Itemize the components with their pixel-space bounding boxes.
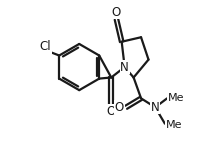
Text: O: O bbox=[106, 105, 115, 118]
Text: N: N bbox=[151, 101, 159, 114]
Text: Me: Me bbox=[166, 120, 182, 130]
Text: Me: Me bbox=[168, 93, 184, 103]
Text: Cl: Cl bbox=[39, 40, 51, 53]
Text: O: O bbox=[111, 6, 120, 19]
Text: N: N bbox=[120, 60, 129, 74]
Text: O: O bbox=[115, 101, 124, 114]
